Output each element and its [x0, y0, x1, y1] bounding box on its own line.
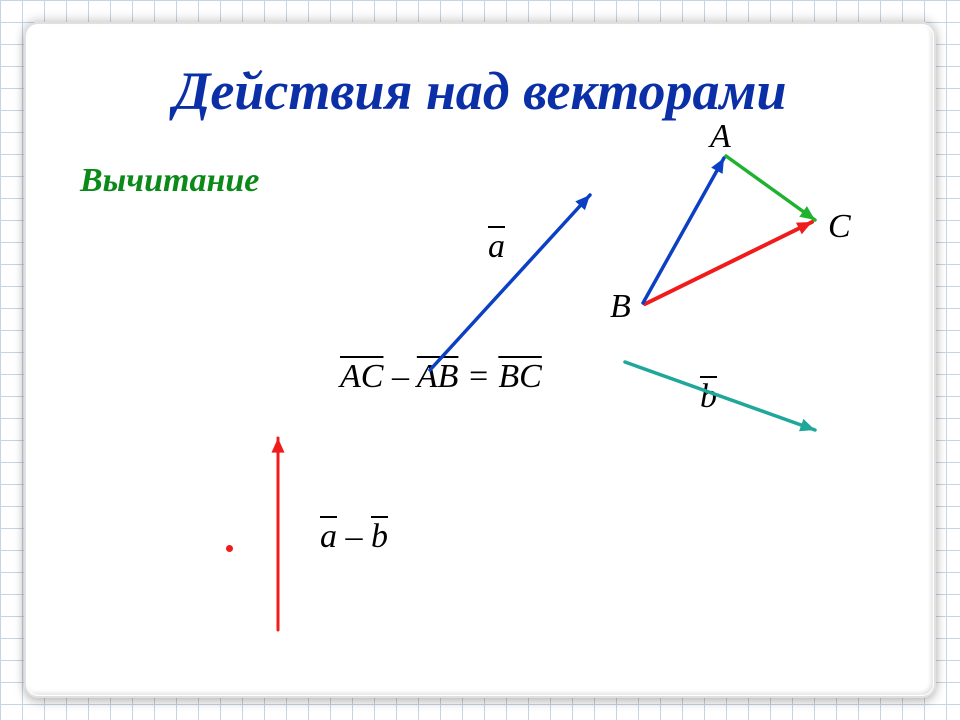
marker-dot — [226, 545, 233, 552]
point-label-c: C — [828, 210, 851, 244]
point-label-b: B — [610, 290, 631, 324]
slide-subtitle: Вычитание — [80, 162, 259, 200]
slide-title: Действия над векторами — [24, 60, 936, 122]
vector-label-a: a — [488, 230, 505, 264]
vector-label-b: b — [700, 380, 717, 414]
point-label-a: A — [710, 120, 731, 154]
equation-ac-minus-ab: AC – AB = BC — [340, 360, 542, 394]
vector-label-a-minus-b: a – b — [320, 520, 388, 554]
